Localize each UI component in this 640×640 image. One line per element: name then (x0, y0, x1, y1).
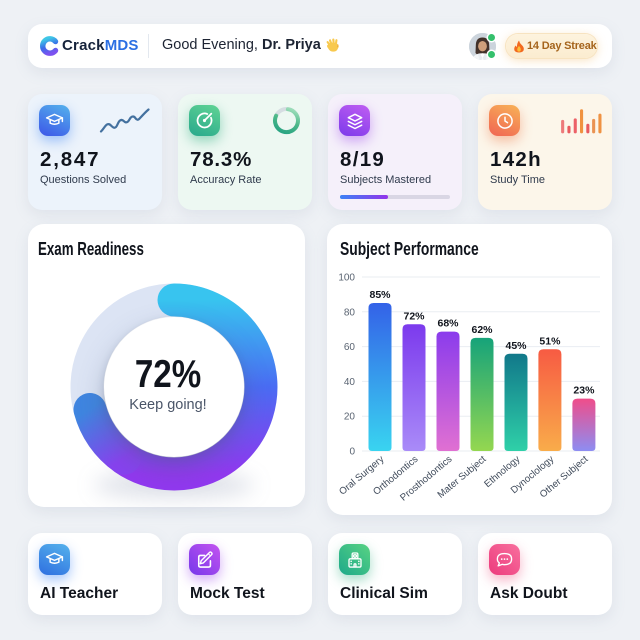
svg-text:23%: 23% (573, 385, 595, 397)
svg-text:0: 0 (349, 447, 355, 458)
svg-text:68%: 68% (437, 318, 459, 330)
svg-text:85%: 85% (369, 289, 391, 301)
svg-text:80: 80 (344, 307, 356, 318)
svg-text:60: 60 (344, 342, 356, 353)
svg-text:20: 20 (344, 412, 356, 423)
svg-text:100: 100 (338, 273, 355, 284)
svg-text:51%: 51% (539, 335, 561, 347)
svg-text:40: 40 (344, 377, 356, 388)
svg-text:45%: 45% (505, 340, 527, 352)
svg-text:72%: 72% (403, 310, 425, 322)
svg-text:62%: 62% (471, 324, 493, 336)
